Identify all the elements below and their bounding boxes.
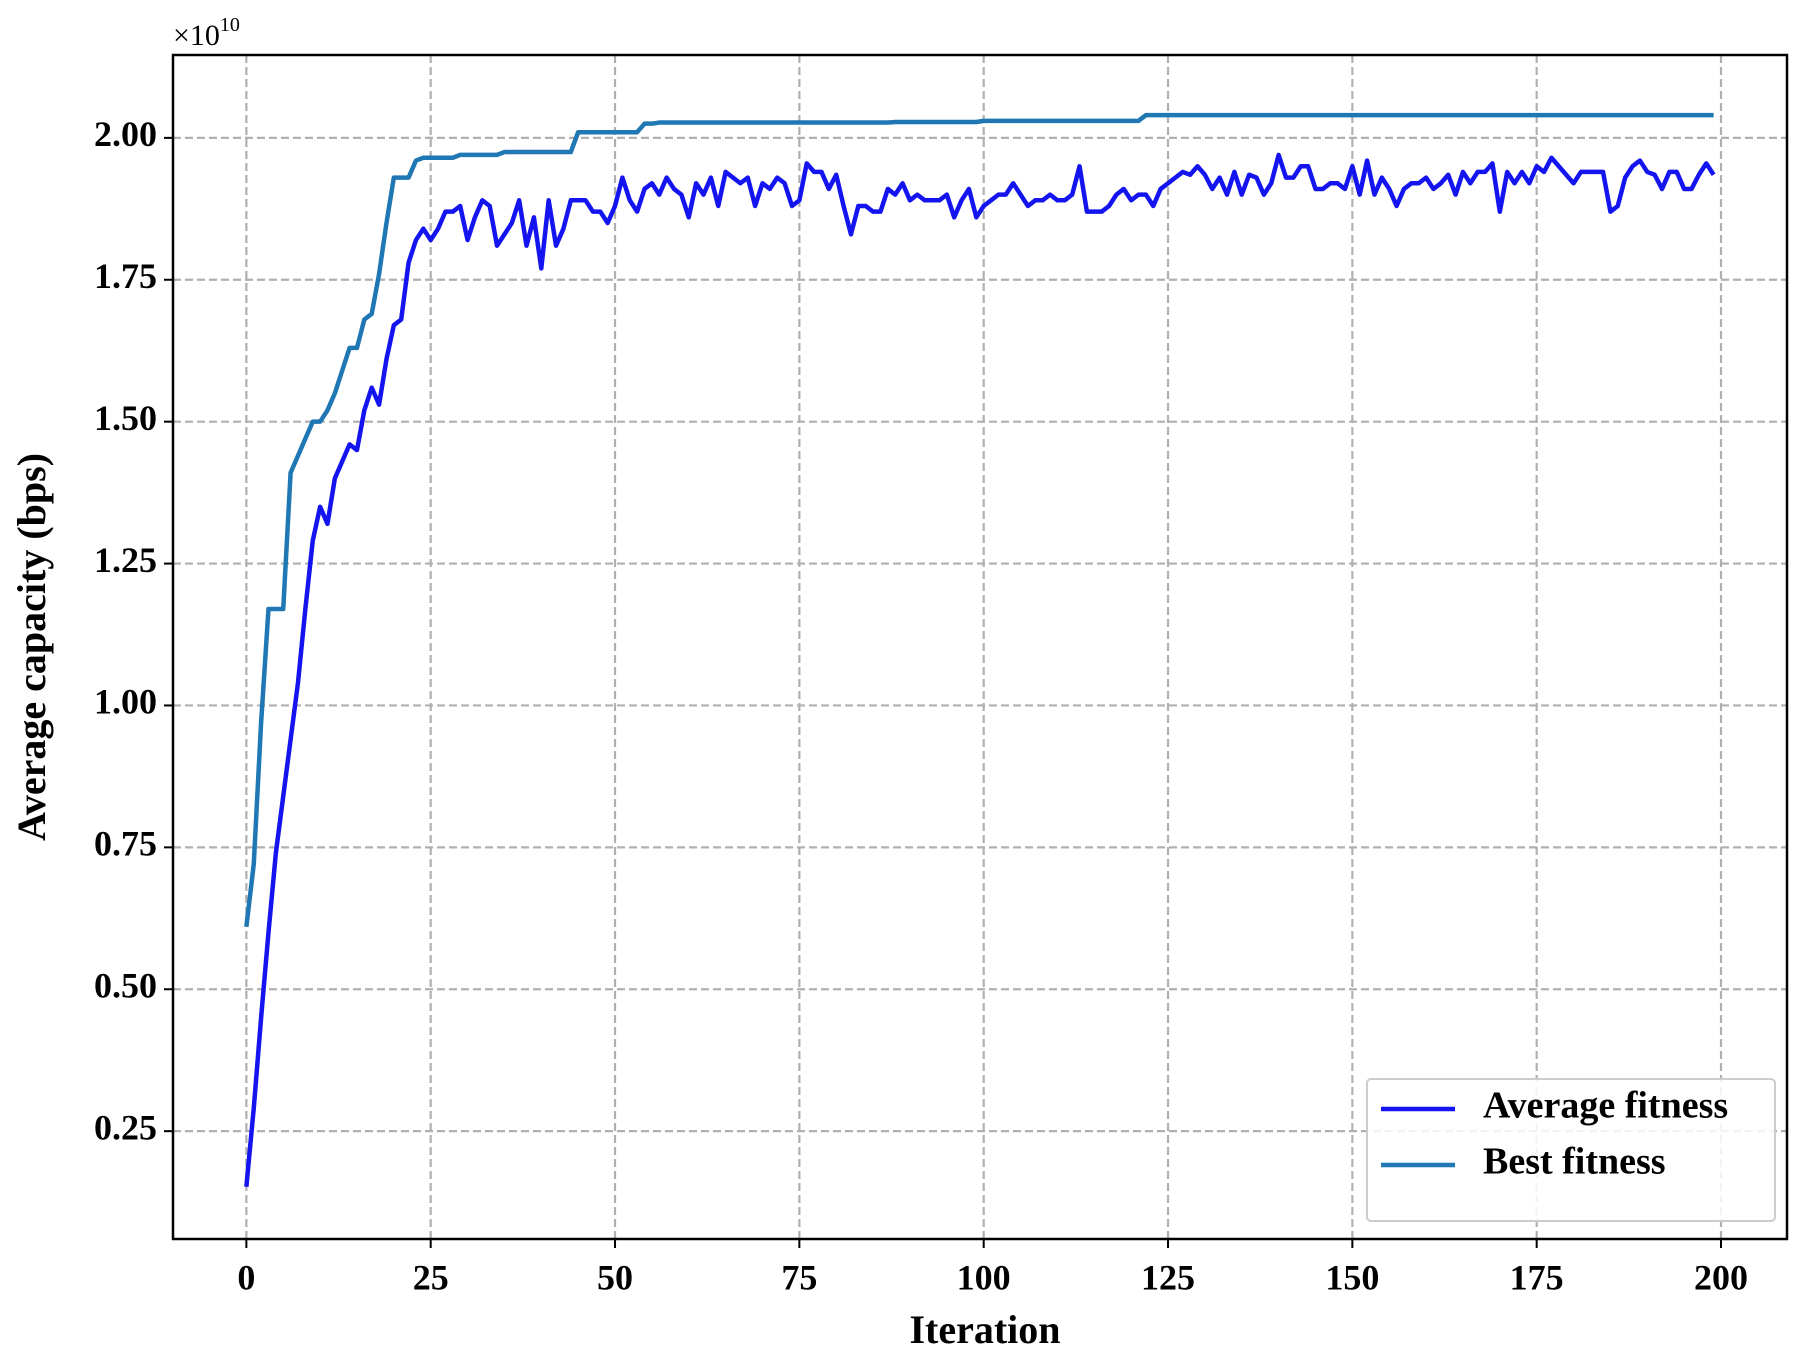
y-tick-label: 1.25 — [94, 540, 157, 580]
y-tick-label: 0.75 — [94, 824, 157, 864]
x-axis-title: Iteration — [909, 1307, 1060, 1352]
y-axis-title: Average capacity (bps) — [9, 453, 54, 841]
x-tick-label: 100 — [957, 1257, 1011, 1297]
x-tick-label: 0 — [237, 1257, 255, 1297]
legend-box — [1366, 1078, 1776, 1222]
plot-frame — [171, 53, 1789, 1241]
x-tick-label: 25 — [413, 1257, 449, 1297]
y-tick-label: 1.75 — [94, 256, 157, 296]
y-tick-label: 0.50 — [94, 966, 157, 1006]
multiplier-base: ×10 — [173, 19, 220, 52]
x-tick-label: 150 — [1325, 1257, 1379, 1297]
x-tick-label: 125 — [1141, 1257, 1195, 1297]
y-tick-label: 1.50 — [94, 398, 157, 438]
y-multiplier: ×1010 — [173, 14, 240, 52]
series-line — [244, 112, 1714, 928]
x-tick-label: 75 — [781, 1257, 817, 1297]
y-tick-label: 2.00 — [94, 114, 157, 154]
legend-label: Best fitness — [1483, 1141, 1666, 1183]
x-tick-label: 200 — [1694, 1257, 1748, 1297]
y-tick-label: 1.00 — [94, 682, 157, 722]
multiplier-exponent: 10 — [220, 14, 240, 36]
legend-label: Average fitness — [1483, 1085, 1728, 1127]
series-line — [244, 152, 1716, 1187]
y-tick-label: 0.25 — [94, 1107, 157, 1147]
x-tick-label: 175 — [1510, 1257, 1564, 1297]
x-tick-label: 50 — [597, 1257, 633, 1297]
